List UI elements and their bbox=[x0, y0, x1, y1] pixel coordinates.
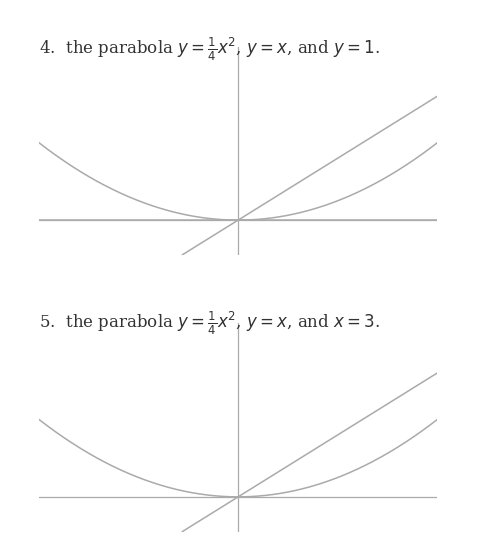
Text: 5.  the parabola $y = \frac{1}{4}x^2$, $y = x$, and $x = 3$.: 5. the parabola $y = \frac{1}{4}x^2$, $y… bbox=[39, 310, 380, 337]
Text: 4.  the parabola $y = \frac{1}{4}x^2$, $y = x$, and $y = 1$.: 4. the parabola $y = \frac{1}{4}x^2$, $y… bbox=[39, 36, 380, 63]
